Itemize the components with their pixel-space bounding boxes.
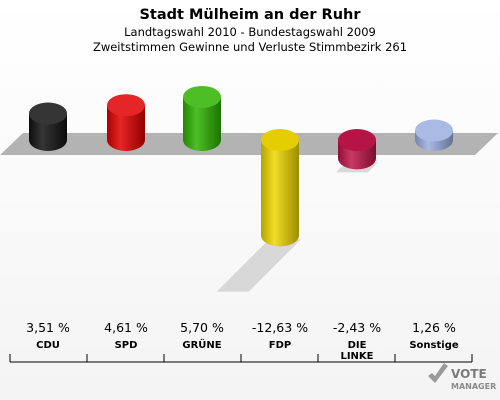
category-label: SPD xyxy=(115,340,138,351)
value-label: 4,61 % xyxy=(104,320,148,335)
value-label: 1,26 % xyxy=(412,320,456,335)
value-label: 3,51 % xyxy=(26,320,70,335)
value-label: 5,70 % xyxy=(180,320,224,335)
bars xyxy=(29,85,453,247)
value-labels: 3,51 % 4,61 % 5,70 % -12,63 % -2,43 % 1,26 % xyxy=(26,320,456,335)
check-icon xyxy=(428,363,448,383)
category-label: CDU xyxy=(36,340,60,351)
bar-cap-1 xyxy=(107,94,145,117)
value-label: -2,43 % xyxy=(333,320,381,335)
category-label: GRÜNE xyxy=(182,337,221,351)
chart-subtitle-2: Zweitstimmen Gewinne und Verluste Stimmb… xyxy=(93,40,407,54)
bar-cap-5 xyxy=(415,119,453,142)
value-label: -12,63 % xyxy=(252,320,308,335)
bar-fdp xyxy=(261,140,299,247)
bar-grüne xyxy=(183,96,221,151)
logo-line-1: VOTE xyxy=(451,367,487,381)
bar-cap-4 xyxy=(338,129,376,151)
chart-subtitle-1: Landtagswahl 2010 - Bundestagswahl 2009 xyxy=(124,25,376,39)
bar-shadow-3 xyxy=(216,239,301,292)
bar-cap-0 xyxy=(29,102,67,125)
chart-title: Stadt Mülheim an der Ruhr xyxy=(139,7,361,23)
logo-line-2: MANAGER xyxy=(451,382,496,391)
bar-cap-2 xyxy=(183,85,221,108)
bar-cap-3 xyxy=(261,129,299,151)
category-label: Sonstige xyxy=(409,340,459,351)
category-label: FDP xyxy=(269,340,291,351)
bar-spd xyxy=(107,105,145,151)
vote-manager-logo: VOTE MANAGER xyxy=(428,363,496,391)
category-label: DIE LINKE xyxy=(340,340,373,362)
category-axis: CDU SPD GRÜNE FDP DIE LINKE Sonstige xyxy=(9,337,473,363)
